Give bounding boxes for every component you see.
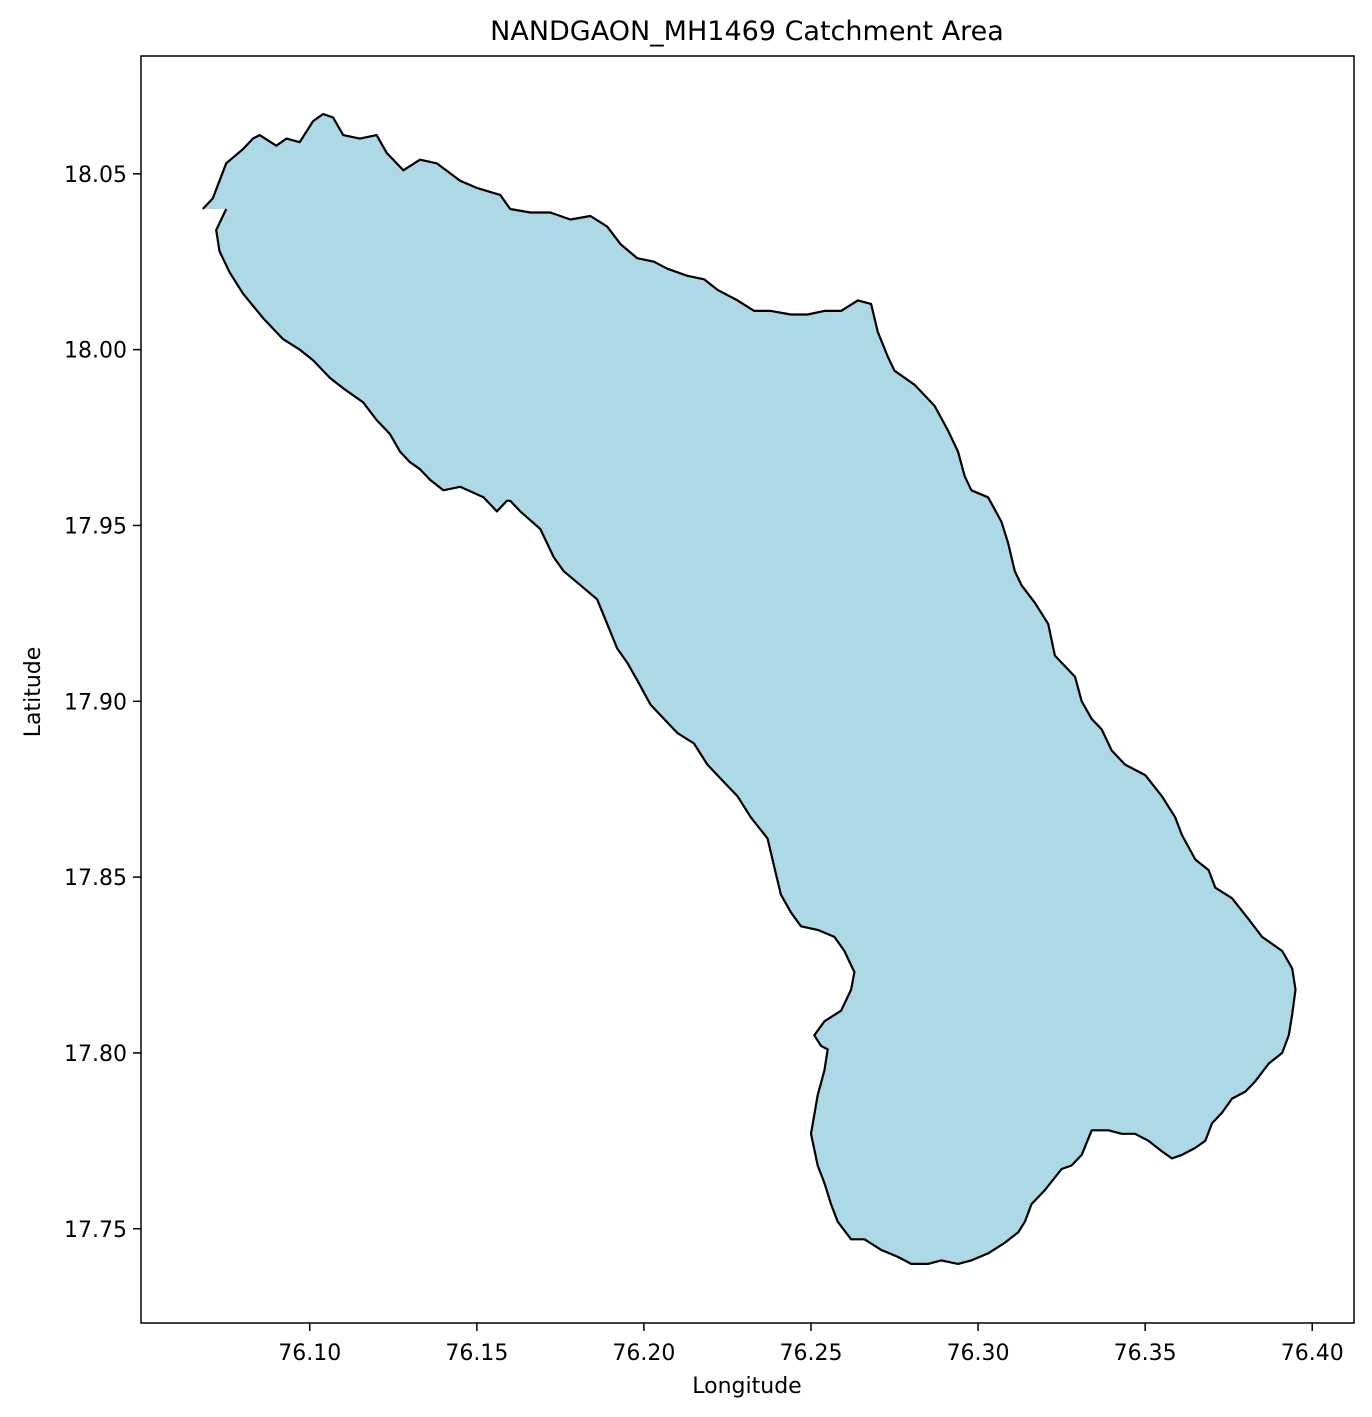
y-tick-label: 17.80	[64, 1042, 127, 1067]
plot-frame	[140, 55, 1355, 1324]
y-tick-label: 18.05	[64, 163, 127, 188]
y-tick-label: 17.85	[64, 866, 127, 891]
x-tick-label: 76.30	[947, 1341, 1010, 1366]
x-tick-label: 76.25	[779, 1341, 842, 1366]
y-tick-label: 17.75	[64, 1218, 127, 1243]
x-axis-label: Longitude	[692, 1374, 801, 1399]
x-tick-label: 76.40	[1281, 1341, 1344, 1366]
y-axis-label: Latitude	[21, 647, 46, 738]
y-tick-label: 17.90	[64, 690, 127, 715]
y-tick-label: 18.00	[64, 339, 127, 364]
x-tick-label: 76.15	[445, 1341, 508, 1366]
x-tick-label: 76.10	[278, 1341, 341, 1366]
catchment-polygon	[201, 112, 1297, 1265]
x-tick-label: 76.20	[612, 1341, 675, 1366]
chart-title: NANDGAON_MH1469 Catchment Area	[490, 16, 1004, 47]
x-axis-ticks: 76.10 76.15 76.20 76.25 76.30 76.35 76.40	[278, 1323, 1344, 1366]
x-tick-label: 76.35	[1114, 1341, 1177, 1366]
y-axis-ticks: 17.75 17.80 17.85 17.90 17.95 18.00 18.05	[64, 163, 141, 1243]
y-tick-label: 17.95	[64, 514, 127, 539]
